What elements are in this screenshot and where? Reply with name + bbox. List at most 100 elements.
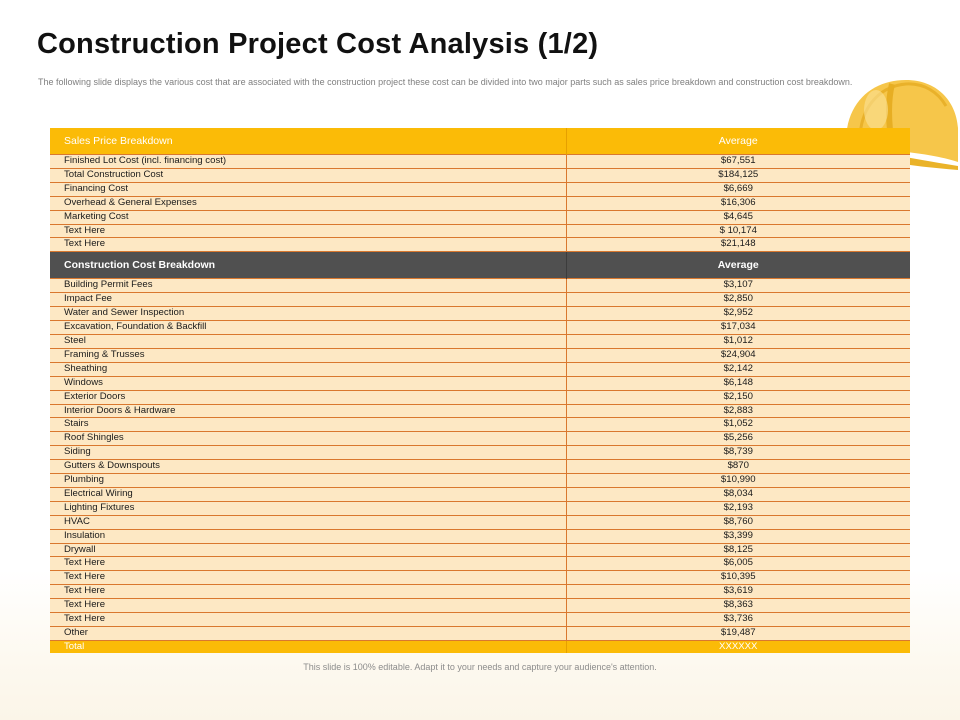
row-label: Text Here <box>50 223 566 239</box>
table-row: Text Here $3,736 <box>50 612 910 627</box>
table-row: Excavation, Foundation & Backfill $17,034 <box>50 320 910 335</box>
row-label: Other <box>50 626 566 641</box>
row-value: $16,306 <box>565 195 910 211</box>
row-value: $67,551 <box>565 154 910 169</box>
row-value: $10,990 <box>565 473 910 488</box>
cost-table: Sales Price Breakdown Average Finished Lot… <box>50 128 910 653</box>
table-row: Text Here $10,395 <box>50 570 910 586</box>
row-label: Sales Price Breakdown <box>50 128 566 155</box>
slide-subtitle: The following slide displays the various… <box>38 77 853 87</box>
row-label: Framing & Trusses <box>50 347 566 363</box>
row-label: Sheathing <box>50 361 566 377</box>
row-value: $6,005 <box>565 556 910 572</box>
row-value: $8,760 <box>565 514 910 530</box>
table-row: Framing & Trusses $24,904 <box>50 347 910 363</box>
row-value: $21,148 <box>565 237 910 253</box>
row-label: Gutters & Downspouts <box>50 459 566 475</box>
table-row: Plumbing $10,990 <box>50 473 910 488</box>
total-row: Total XXXXXX <box>50 640 910 653</box>
row-label: Text Here <box>50 556 566 572</box>
row-label: Construction Cost Breakdown <box>50 251 566 279</box>
table-row: HVAC $8,760 <box>50 514 910 530</box>
row-value: $3,736 <box>565 612 910 627</box>
row-value: $2,150 <box>565 389 910 405</box>
row-value: XXXXXX <box>565 640 910 653</box>
table-row: Text Here $3,619 <box>50 584 910 600</box>
row-value: $24,904 <box>565 347 910 363</box>
table-row: Finished Lot Cost (incl. financing cost)… <box>50 154 910 169</box>
table-row: Text Here $8,363 <box>50 598 910 614</box>
row-value: $4,645 <box>565 209 910 225</box>
table-row: Financing Cost $6,669 <box>50 181 910 197</box>
row-value: Average <box>565 128 910 155</box>
table-row: Insulation $3,399 <box>50 528 910 544</box>
row-label: Interior Doors & Hardware <box>50 403 566 419</box>
table-row: Impact Fee $2,850 <box>50 292 910 308</box>
row-label: Insulation <box>50 528 566 544</box>
row-label: Finished Lot Cost (incl. financing cost) <box>50 154 566 169</box>
table-row: Text Here $21,148 <box>50 237 910 253</box>
row-label: Text Here <box>50 584 566 600</box>
row-value: $3,107 <box>565 278 910 294</box>
row-label: Drywall <box>50 542 566 558</box>
row-value: $2,850 <box>565 292 910 308</box>
row-value: $3,619 <box>565 584 910 600</box>
table-row: Stairs $1,052 <box>50 417 910 433</box>
table-row: Exterior Doors $2,150 <box>50 389 910 405</box>
row-label: HVAC <box>50 514 566 530</box>
row-label: Lighting Fixtures <box>50 500 566 516</box>
table-row: Windows $6,148 <box>50 375 910 391</box>
table-row: Steel $1,012 <box>50 333 910 349</box>
row-label: Siding <box>50 445 566 461</box>
table-row: Electrical Wiring $8,034 <box>50 486 910 502</box>
row-value: $2,952 <box>565 306 910 322</box>
row-value: $17,034 <box>565 320 910 335</box>
row-value: $870 <box>565 459 910 475</box>
row-label: Total <box>50 640 566 653</box>
row-value: Average <box>565 251 910 279</box>
row-label: Financing Cost <box>50 181 566 197</box>
table-row: Building Permit Fees $3,107 <box>50 278 910 294</box>
row-value: $2,142 <box>565 361 910 377</box>
table-row: Marketing Cost $4,645 <box>50 209 910 225</box>
row-value: $ 10,174 <box>565 223 910 239</box>
row-label: Plumbing <box>50 473 566 488</box>
row-label: Exterior Doors <box>50 389 566 405</box>
table-row: Overhead & General Expenses $16,306 <box>50 195 910 211</box>
row-label: Electrical Wiring <box>50 486 566 502</box>
row-label: Text Here <box>50 612 566 627</box>
slide-title: Construction Project Cost Analysis (1/2) <box>37 28 599 60</box>
row-label: Text Here <box>50 570 566 586</box>
row-value: $5,256 <box>565 431 910 447</box>
row-label: Overhead & General Expenses <box>50 195 566 211</box>
table-row: Siding $8,739 <box>50 445 910 461</box>
table-row: Text Here $ 10,174 <box>50 223 910 239</box>
row-label: Windows <box>50 375 566 391</box>
table-row: Other $19,487 <box>50 626 910 641</box>
table-row: Lighting Fixtures $2,193 <box>50 500 910 516</box>
row-label: Water and Sewer Inspection <box>50 306 566 322</box>
row-value: $19,487 <box>565 626 910 641</box>
row-value: $2,193 <box>565 500 910 516</box>
row-value: $8,034 <box>565 486 910 502</box>
row-value: $10,395 <box>565 570 910 586</box>
row-value: $1,012 <box>565 333 910 349</box>
row-value: $6,669 <box>565 181 910 197</box>
row-label: Excavation, Foundation & Backfill <box>50 320 566 335</box>
table-row: Roof Shingles $5,256 <box>50 431 910 447</box>
row-label: Total Construction Cost <box>50 167 566 183</box>
table-row: Total Construction Cost $184,125 <box>50 167 910 183</box>
row-value: $8,739 <box>565 445 910 461</box>
row-label: Text Here <box>50 237 566 253</box>
table-row: Interior Doors & Hardware $2,883 <box>50 403 910 419</box>
row-label: Impact Fee <box>50 292 566 308</box>
row-value: $3,399 <box>565 528 910 544</box>
sales-header-row: Sales Price Breakdown Average <box>50 128 910 155</box>
table-row: Drywall $8,125 <box>50 542 910 558</box>
row-value: $8,363 <box>565 598 910 614</box>
table-row: Text Here $6,005 <box>50 556 910 572</box>
row-label: Text Here <box>50 598 566 614</box>
row-value: $8,125 <box>565 542 910 558</box>
row-label: Steel <box>50 333 566 349</box>
row-label: Stairs <box>50 417 566 433</box>
